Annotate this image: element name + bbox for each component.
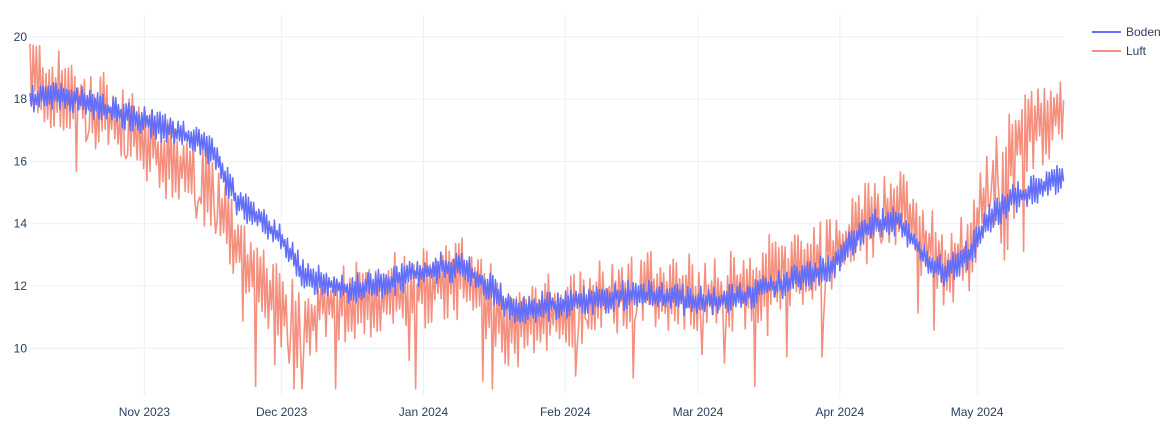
series-layer — [29, 43, 1065, 390]
x-tick-label: Apr 2024 — [815, 405, 864, 419]
y-tick-label: 10 — [14, 341, 28, 355]
grid-layer — [30, 15, 1064, 395]
legend-item-boden[interactable]: Boden — [1092, 25, 1161, 39]
axis-layer: 10 12 14 16 18 20 Nov 2023 Dec 2023 Jan 2024 Feb … — [14, 30, 1004, 419]
series-line-luft — [29, 43, 1065, 390]
y-tick-label: 12 — [14, 279, 28, 293]
x-tick-label: Feb 2024 — [540, 405, 591, 419]
x-tick-label: Dec 2023 — [256, 405, 308, 419]
legend-label: Boden — [1126, 25, 1161, 39]
legend[interactable]: Boden Luft — [1092, 25, 1161, 58]
x-tick-label: Mar 2024 — [673, 405, 724, 419]
legend-label: Luft — [1126, 44, 1147, 58]
x-tick-label: Jan 2024 — [399, 405, 449, 419]
series-line-boden — [29, 81, 1065, 325]
y-tick-label: 14 — [14, 217, 28, 231]
x-tick-label: Nov 2023 — [119, 405, 171, 419]
x-tick-label: May 2024 — [951, 405, 1004, 419]
y-tick-label: 16 — [14, 154, 28, 168]
legend-item-luft[interactable]: Luft — [1092, 44, 1147, 58]
y-tick-label: 18 — [14, 92, 28, 106]
y-tick-label: 20 — [14, 30, 28, 44]
